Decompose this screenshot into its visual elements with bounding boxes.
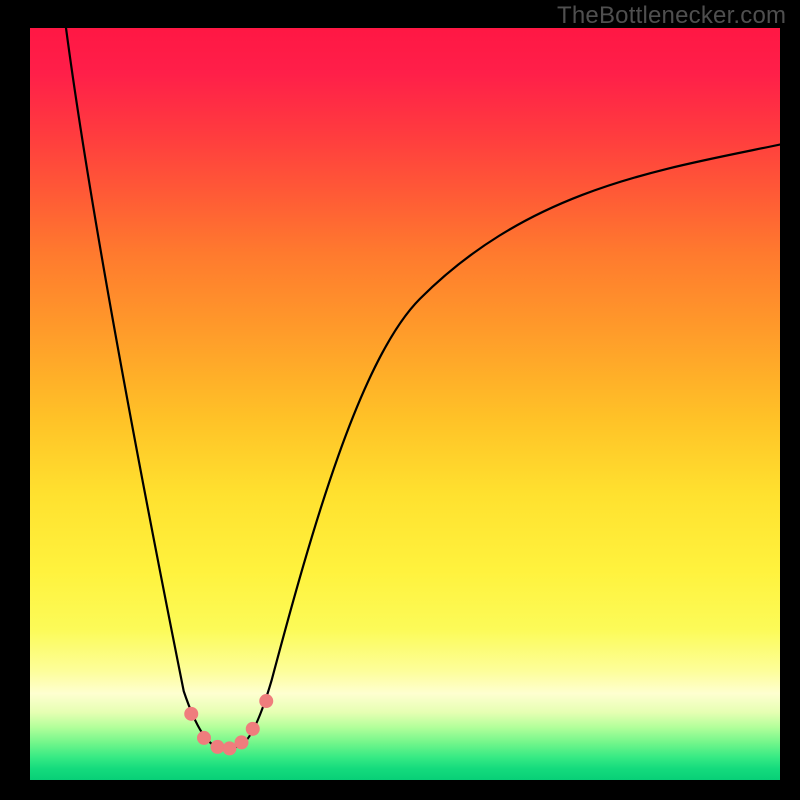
valley-marker (235, 736, 248, 749)
valley-marker (185, 707, 198, 720)
valley-marker (260, 695, 273, 708)
valley-marker (211, 740, 224, 753)
bottleneck-curve (66, 28, 780, 747)
valley-marker (246, 722, 259, 735)
valley-marker (198, 731, 211, 744)
valley-marker (223, 742, 236, 755)
curve-layer (30, 28, 780, 780)
plot-area (30, 28, 780, 780)
watermark-text: TheBottlenecker.com (557, 2, 786, 30)
